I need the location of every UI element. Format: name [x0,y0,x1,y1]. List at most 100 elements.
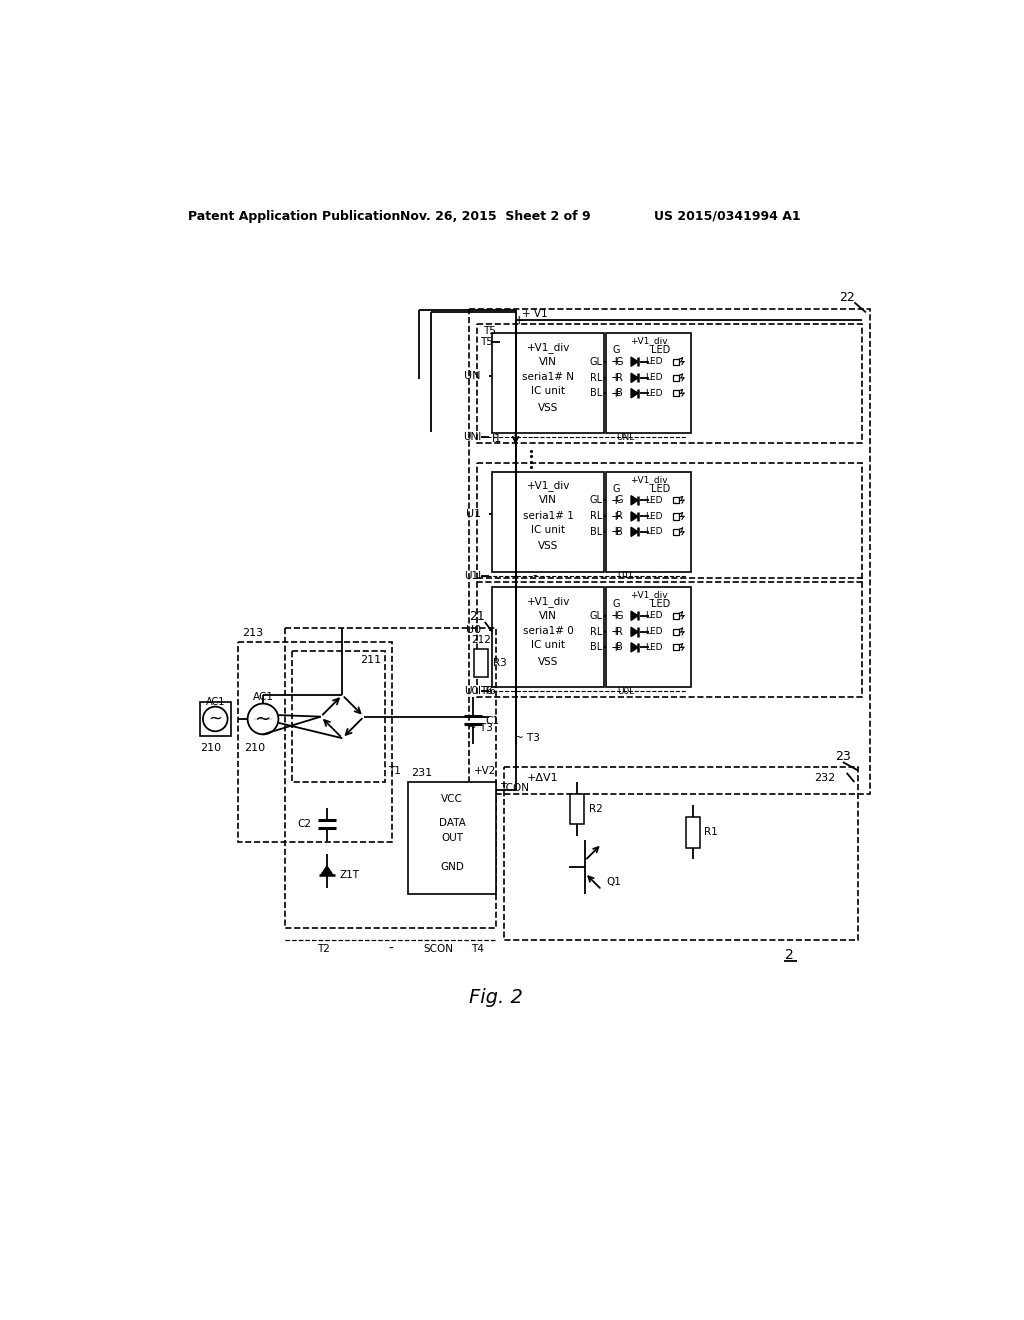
Text: R: R [616,372,623,383]
Text: B: B [616,527,623,537]
Bar [673,529,679,535]
Text: +: + [611,387,622,400]
Bar [239,642,392,842]
Text: LED: LED [645,358,663,366]
Text: Patent Application Publication: Patent Application Publication [188,210,400,223]
Text: IC unit: IC unit [531,524,565,535]
Text: +V1_div: +V1_div [630,590,668,599]
Text: LED: LED [645,627,663,636]
Text: +: + [611,355,622,368]
Text: 2: 2 [785,948,794,962]
Text: +: + [514,314,524,326]
Text: T2: T2 [316,944,330,954]
Bar [606,471,691,572]
Bar [493,471,604,572]
Text: 211: 211 [359,656,381,665]
Text: U0L: U0L [617,686,634,696]
Text: +: + [611,626,622,639]
Text: VIN: VIN [540,356,557,367]
Bar [292,651,385,781]
Text: R1: R1 [705,828,718,837]
Text: seria1# N: seria1# N [522,372,574,381]
Text: +V1_div: +V1_div [526,595,570,607]
Text: R: R [616,511,623,521]
Bar [673,513,679,520]
Text: UNL: UNL [616,433,635,442]
Text: T4: T4 [471,944,483,954]
Text: 232: 232 [814,774,836,783]
Text: RL: RL [590,511,602,521]
Text: 213: 213 [243,628,263,638]
Bar [686,817,699,847]
Text: + V1: + V1 [522,309,548,319]
Polygon shape [631,374,638,383]
Text: G: G [612,345,621,355]
Text: ~: ~ [255,709,271,729]
Text: VCC: VCC [441,795,463,804]
Text: 210: 210 [200,743,221,754]
Text: LED: LED [650,483,670,494]
Polygon shape [321,866,333,875]
Text: Nov. 26, 2015  Sheet 2 of 9: Nov. 26, 2015 Sheet 2 of 9 [400,210,591,223]
Bar [477,578,862,697]
Text: seria1# 0: seria1# 0 [523,626,573,636]
Text: LED: LED [645,528,663,536]
Text: ~: ~ [208,710,222,727]
Text: 22: 22 [839,290,855,304]
Text: +V1_div: +V1_div [630,475,668,484]
Bar [673,375,679,381]
Text: U0I: U0I [464,686,481,696]
Bar [285,628,497,928]
Text: G: G [612,599,621,610]
Text: LED: LED [645,611,663,620]
Text: ~ T3: ~ T3 [515,733,540,743]
Text: +V1_div: +V1_div [526,480,570,491]
Text: Fig. 2: Fig. 2 [469,989,523,1007]
Text: BL: BL [590,643,602,652]
Text: LED: LED [645,512,663,521]
Text: 210: 210 [245,743,265,754]
Polygon shape [631,643,638,652]
Text: U1I: U1I [464,570,481,581]
Text: VIN: VIN [540,611,557,620]
Text: I1: I1 [492,434,502,445]
Bar [673,391,679,396]
Text: BL: BL [590,527,602,537]
Text: U1: U1 [466,510,481,519]
Text: US 2015/0341994 A1: US 2015/0341994 A1 [654,210,801,223]
Text: 231: 231 [412,768,433,777]
Bar [606,333,691,433]
Text: seria1# 1: seria1# 1 [523,511,573,520]
Text: R3: R3 [494,657,507,668]
Bar [504,767,858,940]
Bar [469,309,869,793]
Text: GL: GL [590,495,602,506]
Text: T5: T5 [483,326,497,335]
Text: VSS: VSS [538,541,558,552]
Text: G: G [615,495,624,506]
Polygon shape [631,358,638,367]
Text: IC unit: IC unit [531,385,565,396]
Text: LED: LED [645,496,663,504]
Text: +V2: +V2 [473,766,496,776]
Bar [673,644,679,651]
Bar [673,628,679,635]
Text: G: G [615,356,624,367]
Bar [477,323,862,444]
Bar [493,333,604,433]
Text: Q1: Q1 [606,878,622,887]
Text: LED: LED [650,599,670,610]
Text: U0: U0 [466,624,481,635]
Text: 21: 21 [469,610,485,623]
Text: LED: LED [650,345,670,355]
Text: T1: T1 [388,766,401,776]
Text: +: + [611,494,622,507]
Polygon shape [631,512,638,521]
Text: LED: LED [645,643,663,652]
Text: GL: GL [590,356,602,367]
Text: T6: T6 [483,686,497,696]
Text: UNI: UNI [463,432,481,442]
Text: +: + [611,640,622,653]
Text: ~ T3: ~ T3 [468,723,493,733]
Text: R2: R2 [589,804,602,814]
